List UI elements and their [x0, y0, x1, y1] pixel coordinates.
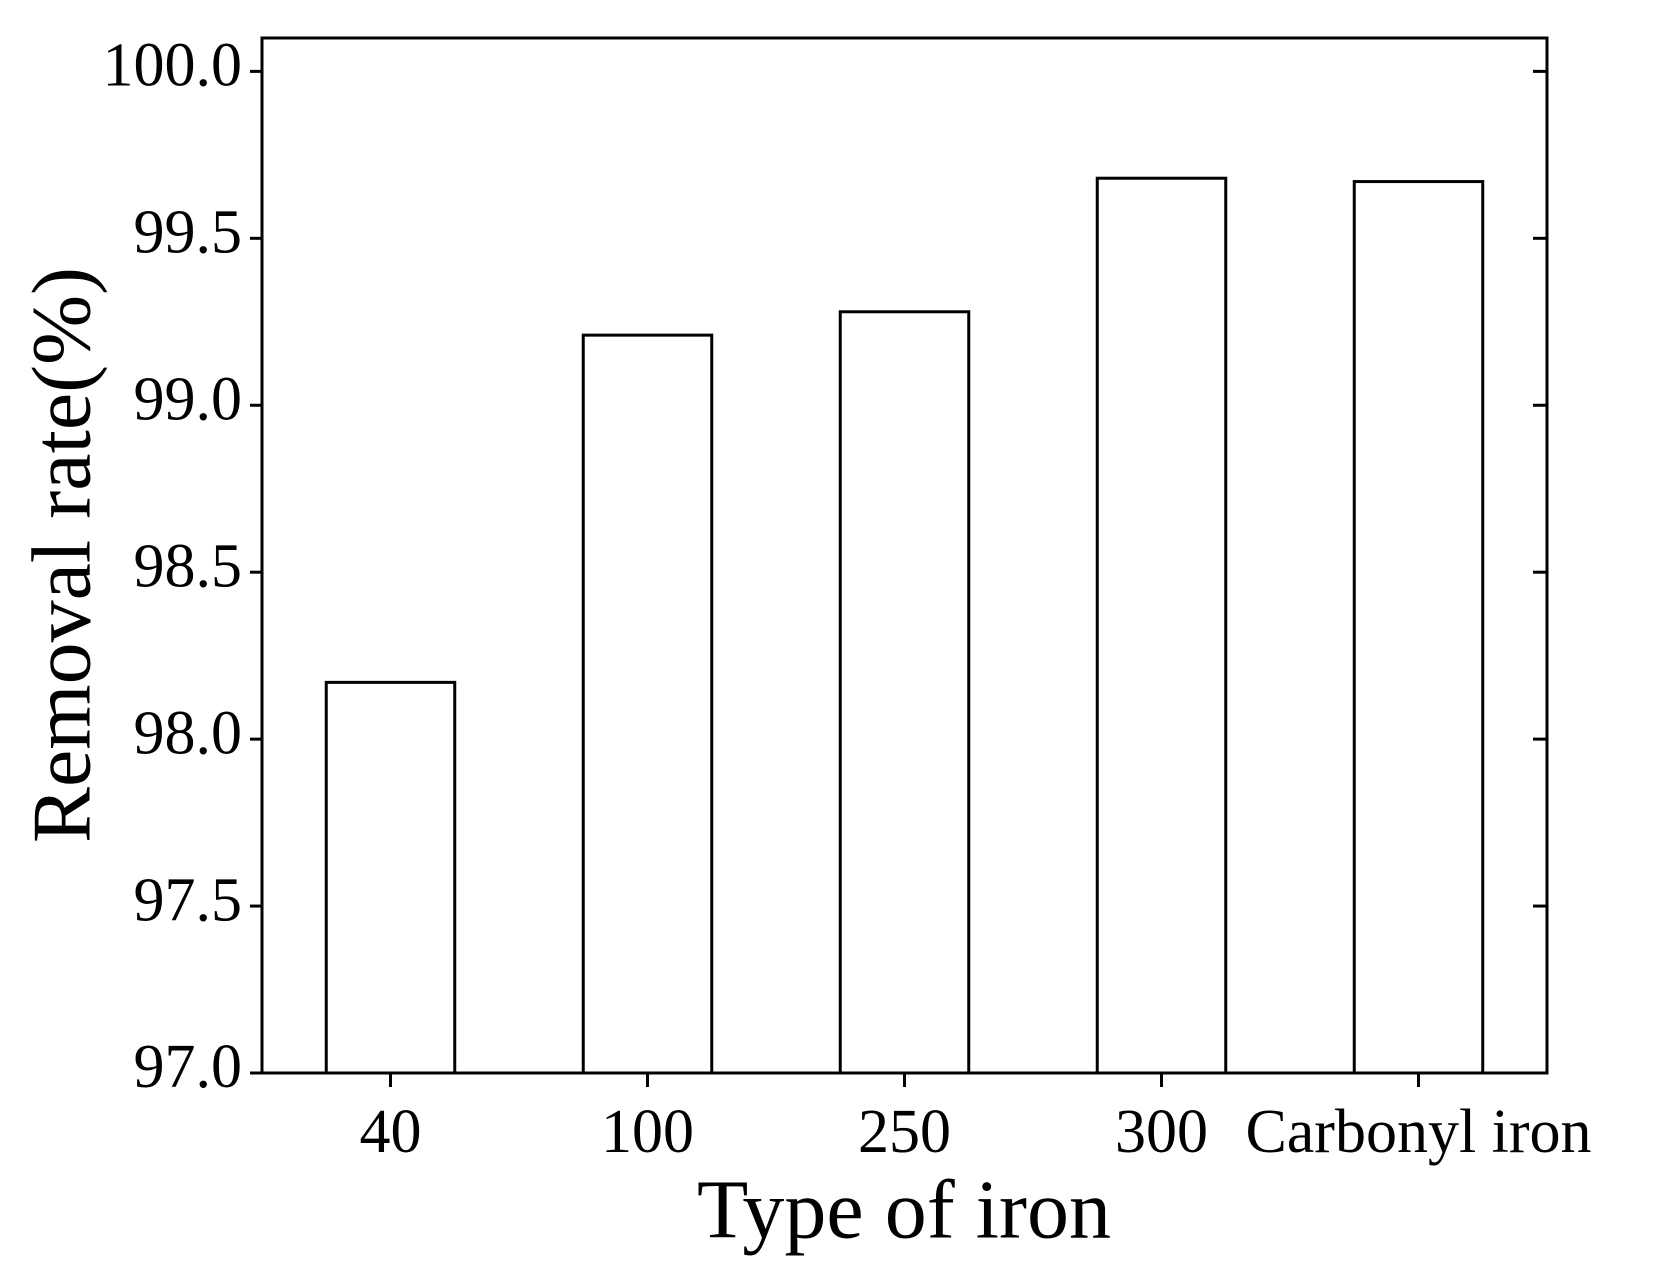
x-tick-label: 300 [1115, 1098, 1208, 1166]
x-tick-label: 100 [601, 1098, 694, 1166]
y-tick-label: 99.5 [134, 199, 243, 267]
bar [324, 680, 457, 1075]
y-tick-label: 98.0 [134, 699, 243, 767]
y-tick-label: 99.0 [134, 365, 243, 433]
bar [1352, 180, 1485, 1075]
plot-frame [260, 36, 1549, 1075]
x-tick-label: 40 [360, 1098, 422, 1166]
y-tick-label: 97.0 [134, 1033, 243, 1101]
x-tick-label: Carbonyl iron [1245, 1098, 1591, 1166]
y-tick-label: 100.0 [103, 32, 243, 100]
bar [1095, 176, 1228, 1075]
y-tick-label: 97.5 [134, 866, 243, 934]
bar [838, 310, 971, 1075]
x-tick-label: 250 [858, 1098, 951, 1166]
x-axis-title: Type of iron [697, 1163, 1111, 1256]
y-axis-title: Removal rate(%) [15, 267, 108, 843]
y-tick-label: 98.5 [134, 532, 243, 600]
bar [581, 333, 714, 1075]
